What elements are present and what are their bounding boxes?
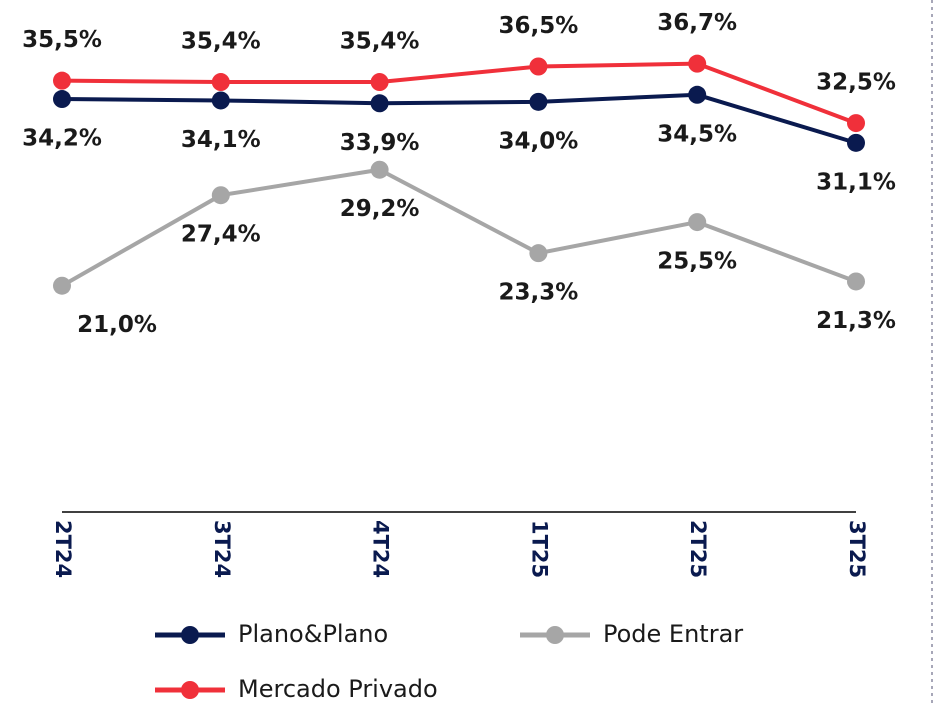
series-line bbox=[61, 92, 857, 145]
data-label: 34,0% bbox=[499, 128, 579, 154]
data-label: 35,4% bbox=[181, 29, 261, 55]
point bbox=[53, 276, 71, 295]
data-label: 27,4% bbox=[181, 222, 261, 248]
point bbox=[53, 90, 71, 109]
data-label: 34,1% bbox=[181, 127, 261, 153]
data-label: 21,3% bbox=[816, 308, 896, 334]
series-line bbox=[61, 61, 857, 125]
data-label: 33,9% bbox=[340, 130, 420, 156]
data-label: 34,2% bbox=[22, 126, 102, 152]
point bbox=[529, 244, 548, 263]
data-label: 32,5% bbox=[816, 70, 896, 96]
point bbox=[847, 272, 865, 291]
data-label: 36,5% bbox=[499, 13, 579, 39]
legend-label: Plano&Plano bbox=[238, 620, 388, 648]
data-label: 25,5% bbox=[657, 249, 737, 275]
point bbox=[688, 54, 707, 73]
x-tick-label: 3T25 bbox=[845, 520, 869, 578]
data-label: 36,7% bbox=[657, 10, 737, 36]
data-label: 34,5% bbox=[657, 121, 737, 147]
point bbox=[529, 57, 548, 76]
point bbox=[53, 71, 71, 90]
series-line bbox=[61, 167, 857, 288]
point bbox=[370, 94, 389, 113]
point bbox=[847, 133, 865, 152]
legend-marker bbox=[181, 626, 199, 644]
data-label: 35,5% bbox=[22, 27, 102, 53]
data-label: 29,2% bbox=[340, 196, 420, 222]
x-tick-label: 2T25 bbox=[686, 520, 710, 578]
legend-label: Mercado Privado bbox=[238, 675, 438, 703]
x-tick-label: 2T24 bbox=[51, 520, 75, 578]
point bbox=[370, 160, 389, 179]
point bbox=[370, 73, 389, 92]
point bbox=[847, 114, 865, 133]
data-label: 31,1% bbox=[816, 169, 896, 195]
point bbox=[211, 186, 230, 205]
legend-marker bbox=[181, 681, 199, 699]
data-label: 35,4% bbox=[340, 29, 420, 55]
x-tick-label: 3T24 bbox=[210, 520, 234, 578]
point bbox=[688, 213, 707, 232]
point bbox=[211, 91, 230, 110]
point bbox=[211, 73, 230, 92]
point bbox=[529, 92, 548, 111]
data-label: 21,0% bbox=[77, 312, 157, 338]
x-tick-label: 1T25 bbox=[527, 520, 551, 578]
legend-label: Pode Entrar bbox=[603, 620, 743, 648]
legend-marker bbox=[546, 626, 564, 644]
x-tick-label: 4T24 bbox=[369, 520, 393, 578]
point bbox=[688, 85, 707, 104]
data-label: 23,3% bbox=[499, 280, 579, 306]
